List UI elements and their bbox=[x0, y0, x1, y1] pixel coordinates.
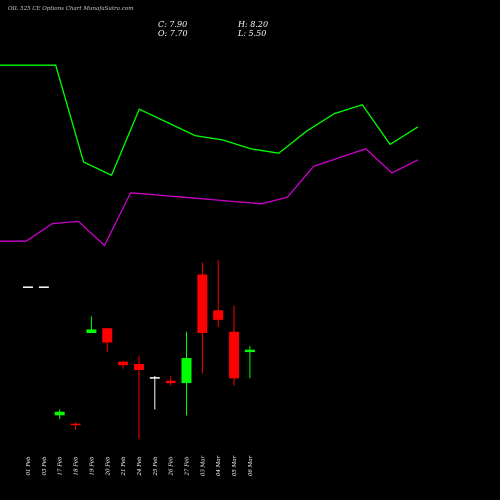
x-tick-label: 05 Mar bbox=[232, 455, 238, 476]
green-indicator-line bbox=[0, 64, 419, 177]
x-tick-label: 27 Feb bbox=[185, 456, 191, 477]
candle-body bbox=[197, 274, 208, 333]
candle-body bbox=[86, 329, 97, 333]
candle-body bbox=[165, 380, 176, 384]
x-tick-label: 20 Feb bbox=[105, 456, 111, 477]
candle-body bbox=[70, 423, 81, 426]
open-value: O: 7.70 bbox=[158, 29, 188, 38]
x-tick-label: 21 Feb bbox=[121, 456, 127, 477]
x-tick-label: 24 Feb bbox=[137, 456, 143, 477]
x-tick-label: 04 Mar bbox=[216, 455, 222, 476]
candle-body bbox=[213, 310, 224, 320]
x-tick-label: 03 Feb bbox=[42, 456, 48, 476]
x-tick-label: 18 Feb bbox=[74, 456, 80, 476]
low-value: L: 5.50 bbox=[238, 29, 267, 38]
x-tick-label: 01 Feb bbox=[26, 456, 32, 476]
candle-body bbox=[149, 377, 160, 379]
candle-body bbox=[229, 331, 240, 379]
indicator-lines bbox=[0, 64, 419, 247]
candle-body bbox=[54, 411, 65, 416]
magenta-indicator-line bbox=[0, 148, 419, 247]
x-tick-label: 17 Feb bbox=[58, 456, 64, 476]
chart-title: OIL 525 CE Options Chart MunafaSutra.com bbox=[8, 6, 134, 12]
x-tick-label: 26 Feb bbox=[169, 456, 175, 477]
close-value: C: 7.90 bbox=[158, 20, 188, 29]
x-tick-label: 19 Feb bbox=[89, 456, 95, 476]
high-value: H: 8.20 bbox=[238, 20, 269, 29]
x-tick-label: 25 Feb bbox=[153, 456, 159, 477]
candle-body bbox=[38, 286, 49, 288]
x-axis-labels: 01 Feb 03 Feb 17 Feb 18 Feb 19 Feb 20 Feb 21 F… bbox=[26, 455, 254, 476]
x-tick-label: 06 Mar bbox=[248, 455, 254, 476]
candlesticks bbox=[23, 260, 255, 440]
candle-body bbox=[102, 328, 113, 343]
candle-body bbox=[23, 286, 33, 288]
candle-body bbox=[118, 361, 129, 366]
candle-body bbox=[181, 358, 192, 384]
x-tick-label: 03 Mar bbox=[200, 455, 206, 476]
candle-body bbox=[244, 349, 255, 353]
candle-body bbox=[133, 364, 144, 370]
